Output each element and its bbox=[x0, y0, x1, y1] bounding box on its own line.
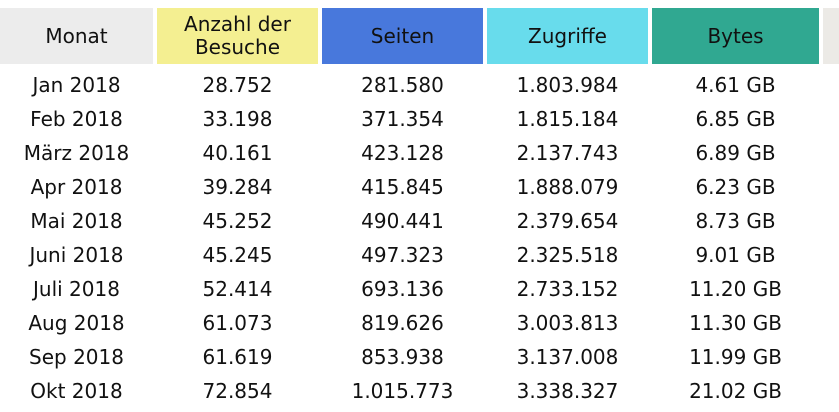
table-row: Sep 2018 61.619 853.938 3.137.008 11.99 GB bbox=[0, 340, 839, 374]
pages-cell: 819.626 bbox=[318, 306, 483, 340]
hits-cell: 3.137.008 bbox=[483, 340, 648, 374]
month-cell: März 2018 bbox=[23, 141, 130, 165]
pages-cell: 693.136 bbox=[318, 272, 483, 306]
pages-cell: 490.441 bbox=[318, 204, 483, 238]
bytes-cell: 6.23 GB bbox=[648, 170, 819, 204]
pages-cell: 1.015.773 bbox=[318, 374, 483, 408]
table-row: März 2018 40.161 423.128 2.137.743 6.89 GB bbox=[0, 136, 839, 170]
visits-cell: 45.252 bbox=[153, 204, 318, 238]
pages-cell: 423.128 bbox=[318, 136, 483, 170]
bytes-cell: 6.85 GB bbox=[648, 102, 819, 136]
edge-cell bbox=[819, 374, 839, 408]
month-column-header: Monat bbox=[0, 8, 153, 64]
visits-cell: 61.073 bbox=[153, 306, 318, 340]
bytes-column-header: Bytes bbox=[648, 8, 819, 64]
hits-cell: 1.888.079 bbox=[483, 170, 648, 204]
month-cell: Aug 2018 bbox=[28, 311, 125, 335]
bytes-cell: 8.73 GB bbox=[648, 204, 819, 238]
month-cell: Juli 2018 bbox=[33, 277, 120, 301]
table-row: Feb 2018 33.198 371.354 1.815.184 6.85 GB bbox=[0, 102, 839, 136]
pages-cell: 853.938 bbox=[318, 340, 483, 374]
pages-cell: 415.845 bbox=[318, 170, 483, 204]
month-cell: Apr 2018 bbox=[30, 175, 123, 199]
hits-cell: 1.815.184 bbox=[483, 102, 648, 136]
edge-cell bbox=[819, 204, 839, 238]
edge-cell bbox=[819, 136, 839, 170]
header-row: Monat Anzahl der Besuche Seiten Zugriffe… bbox=[0, 8, 839, 64]
month-cell: Sep 2018 bbox=[29, 345, 124, 369]
hits-cell: 3.338.327 bbox=[483, 374, 648, 408]
hits-cell: 2.325.518 bbox=[483, 238, 648, 272]
pages-cell: 497.323 bbox=[318, 238, 483, 272]
visits-cell: 40.161 bbox=[153, 136, 318, 170]
header-spacer bbox=[0, 64, 839, 68]
month-cell: Mai 2018 bbox=[30, 209, 123, 233]
hits-cell: 1.803.984 bbox=[483, 68, 648, 102]
table-header: Monat Anzahl der Besuche Seiten Zugriffe… bbox=[0, 8, 839, 64]
table-row: Juni 2018 45.245 497.323 2.325.518 9.01 GB bbox=[0, 238, 839, 272]
visits-cell: 52.414 bbox=[153, 272, 318, 306]
edge-cell bbox=[819, 68, 839, 102]
pages-column-header: Seiten bbox=[318, 8, 483, 64]
bytes-cell: 9.01 GB bbox=[648, 238, 819, 272]
visits-cell: 33.198 bbox=[153, 102, 318, 136]
hits-cell: 2.379.654 bbox=[483, 204, 648, 238]
table-body: Jan 2018 28.752 281.580 1.803.984 4.61 GB Feb… bbox=[0, 64, 839, 408]
table-row: Aug 2018 61.073 819.626 3.003.813 11.30 GB bbox=[0, 306, 839, 340]
bytes-cell: 11.20 GB bbox=[648, 272, 819, 306]
visits-cell: 72.854 bbox=[153, 374, 318, 408]
table-row: Apr 2018 39.284 415.845 1.888.079 6.23 GB bbox=[0, 170, 839, 204]
edge-cell bbox=[819, 238, 839, 272]
visits-cell: 28.752 bbox=[153, 68, 318, 102]
hits-cell: 2.733.152 bbox=[483, 272, 648, 306]
hits-column-header: Zugriffe bbox=[483, 8, 648, 64]
table-row: Okt 2018 72.854 1.015.773 3.338.327 21.02 GB bbox=[0, 374, 839, 408]
bytes-cell: 4.61 GB bbox=[648, 68, 819, 102]
visits-cell: 39.284 bbox=[153, 170, 318, 204]
edge-column-header bbox=[819, 8, 839, 64]
edge-cell bbox=[819, 306, 839, 340]
bytes-cell: 21.02 GB bbox=[648, 374, 819, 408]
table-row: Jan 2018 28.752 281.580 1.803.984 4.61 GB bbox=[0, 68, 839, 102]
bytes-cell: 6.89 GB bbox=[648, 136, 819, 170]
month-cell: Okt 2018 bbox=[30, 379, 123, 403]
monthly-stats-table: Monat Anzahl der Besuche Seiten Zugriffe… bbox=[0, 8, 839, 408]
pages-cell: 281.580 bbox=[318, 68, 483, 102]
table-row: Mai 2018 45.252 490.441 2.379.654 8.73 GB bbox=[0, 204, 839, 238]
pages-cell: 371.354 bbox=[318, 102, 483, 136]
table-row: Juli 2018 52.414 693.136 2.733.152 11.20 GB bbox=[0, 272, 839, 306]
edge-cell bbox=[819, 272, 839, 306]
bytes-cell: 11.99 GB bbox=[648, 340, 819, 374]
hits-cell: 3.003.813 bbox=[483, 306, 648, 340]
month-cell: Feb 2018 bbox=[30, 107, 123, 131]
visits-cell: 45.245 bbox=[153, 238, 318, 272]
hits-cell: 2.137.743 bbox=[483, 136, 648, 170]
edge-cell bbox=[819, 102, 839, 136]
bytes-cell: 11.30 GB bbox=[648, 306, 819, 340]
edge-cell bbox=[819, 170, 839, 204]
month-cell: Juni 2018 bbox=[29, 243, 124, 267]
visits-header-line-1: Anzahl der bbox=[184, 12, 291, 36]
visits-header-line-2: Besuche bbox=[194, 35, 281, 59]
month-cell: Jan 2018 bbox=[32, 73, 121, 97]
edge-cell bbox=[819, 340, 839, 374]
visits-cell: 61.619 bbox=[153, 340, 318, 374]
visits-column-header: Anzahl der Besuche bbox=[153, 8, 318, 64]
